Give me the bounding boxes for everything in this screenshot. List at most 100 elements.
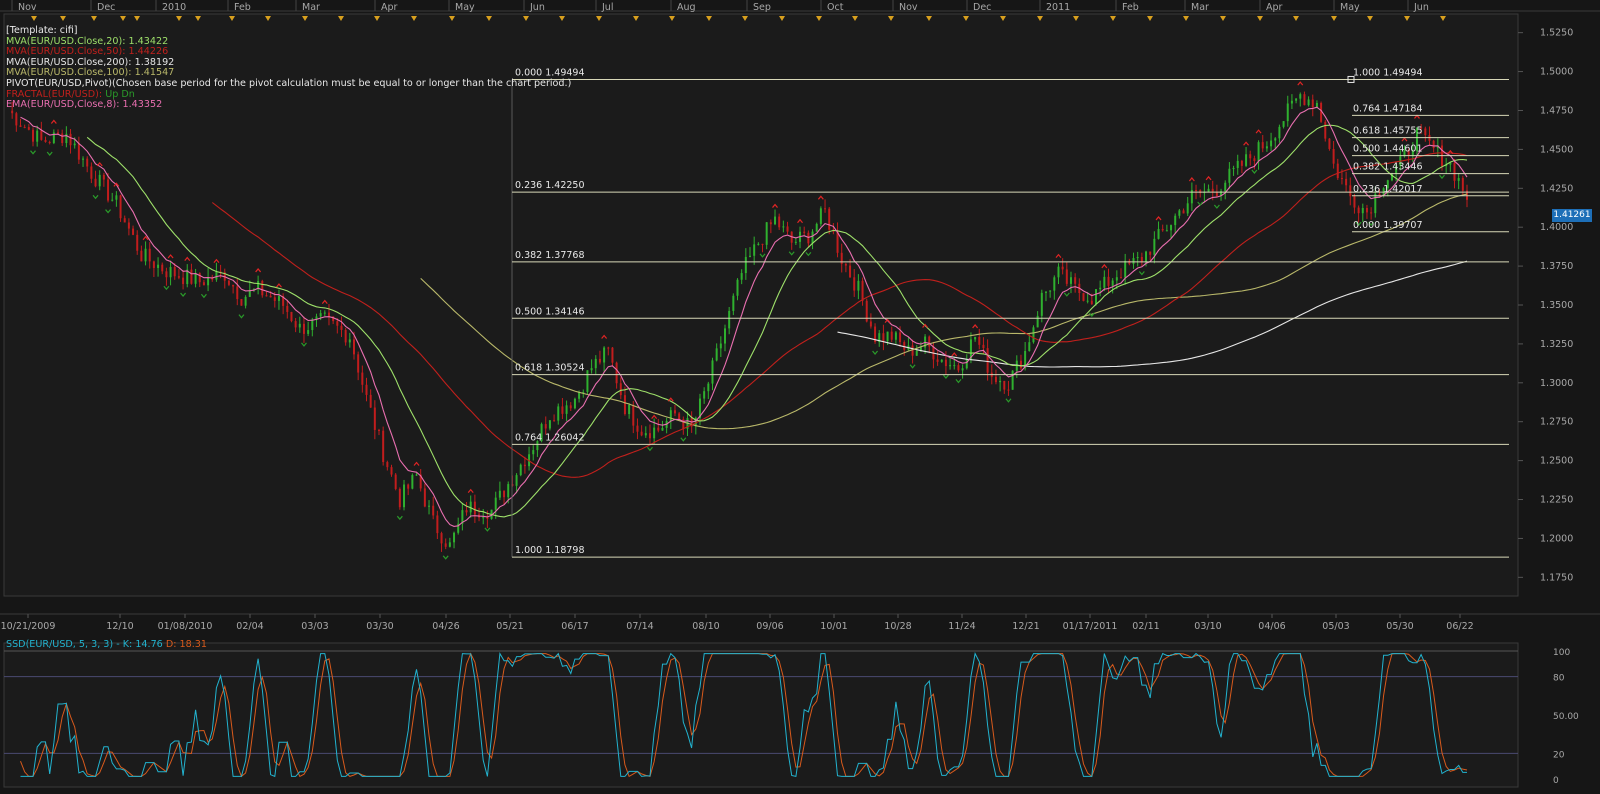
candle-body-up	[603, 347, 606, 363]
candle-body-up	[1086, 300, 1089, 302]
candle-body-up	[1115, 277, 1118, 281]
fib1-level-label: 0.236 1.42250	[515, 180, 585, 191]
x-tick-label: 05/03	[1322, 621, 1349, 632]
candle-body-down	[1195, 189, 1198, 191]
stoch-y-tick-label: 100	[1553, 648, 1570, 658]
x-tick-label: 04/06	[1258, 621, 1285, 632]
candle-body-down	[611, 347, 614, 363]
legend-pivot[interactable]: PIVOT(EUR/USD,Pivot)(Chosen base period …	[6, 77, 572, 89]
candle-body-up	[744, 256, 747, 274]
stoch-y-tick-label: 0	[1553, 776, 1559, 786]
candle-body-up	[707, 383, 710, 392]
candle-body-down	[911, 345, 914, 356]
candle-body-up	[669, 410, 672, 421]
fractal-up-icon	[275, 283, 282, 288]
candle-body-down	[227, 280, 230, 285]
month-label: Jul	[601, 2, 613, 13]
month-label: Apr	[381, 2, 398, 13]
candle-body-up	[1282, 121, 1285, 127]
fractal-down-icon	[396, 515, 403, 521]
event-marker-icon	[302, 16, 308, 21]
candle-body-down	[1107, 276, 1110, 286]
template-label: [Template: cifi]	[6, 25, 78, 36]
fib1-level-label: 0.764 1.26042	[515, 432, 585, 443]
candle-body-up	[1386, 180, 1389, 189]
stoch-y-tick-label: 50.00	[1553, 712, 1579, 722]
candle-body-up	[453, 532, 456, 543]
fib1-level-label: 0.000 1.49494	[515, 67, 585, 78]
candle-body-down	[69, 133, 72, 146]
candle-body-down	[136, 234, 139, 251]
candle-body-up	[965, 359, 968, 369]
x-tick-label: 07/14	[626, 621, 653, 632]
fractal-up-icon	[96, 161, 103, 167]
event-marker-icon	[596, 16, 602, 21]
candle-body-up	[1094, 289, 1097, 305]
candle-body-up	[736, 279, 739, 296]
y-tick-label: 1.3750	[1540, 261, 1573, 272]
candle-body-up	[969, 339, 972, 360]
candle-body-up	[257, 280, 260, 289]
stoch-y-tick-label: 80	[1553, 674, 1565, 684]
event-marker-icon	[926, 16, 932, 21]
candle-body-up	[298, 323, 301, 328]
candle-body-down	[986, 348, 989, 373]
stochastic-k-value: 14.76	[135, 639, 163, 650]
candle-body-down	[1140, 257, 1143, 263]
candle-body-down	[553, 420, 556, 422]
candle-body-up	[1236, 160, 1239, 168]
candle-body-down	[561, 406, 564, 414]
candle-body-up	[1028, 342, 1031, 351]
y-tick-label: 1.4000	[1540, 222, 1573, 233]
month-label: 2011	[1046, 2, 1070, 13]
event-marker-icon	[706, 16, 712, 21]
candle-body-down	[19, 125, 22, 127]
x-tick-label: 11/24	[948, 621, 975, 632]
month-label: Nov	[899, 2, 918, 13]
legend-mva50[interactable]: MVA(EUR/USD.Close,50): 1.44226	[6, 46, 169, 58]
fractal-down-icon	[909, 364, 916, 369]
event-marker-icon	[120, 16, 126, 21]
candle-body-down	[365, 384, 368, 395]
event-marker-icon	[816, 16, 822, 21]
candle-body-up	[732, 295, 735, 311]
candle-body-up	[715, 348, 718, 361]
candle-body-up	[1270, 140, 1273, 147]
fractal-down-icon	[1251, 169, 1258, 174]
event-marker-icon	[176, 16, 182, 21]
fractal-up-icon	[601, 334, 608, 339]
candle-body-up	[1136, 257, 1139, 259]
candle-body-up	[1170, 225, 1173, 231]
fractal-up-icon	[321, 299, 328, 304]
legend-mva20[interactable]: MVA(EUR/USD.Close,20): 1.43422	[6, 35, 169, 47]
candle-body-up	[628, 404, 631, 415]
candle-body-down	[102, 174, 105, 180]
candle-body-down	[899, 332, 902, 343]
candle-body-down	[1249, 154, 1252, 159]
x-tick-label: 05/30	[1386, 621, 1413, 632]
legend-mva200[interactable]: MVA(EUR/USD.Close,200): 1.38192	[6, 56, 175, 68]
legend-mva100[interactable]: MVA(EUR/USD.Close,100): 1.41547	[6, 67, 175, 79]
legend-fractal[interactable]: FRACTAL(EUR/USD): Up Dn	[6, 88, 135, 100]
candle-body-down	[132, 228, 135, 235]
x-tick-label: 03/03	[301, 621, 328, 632]
event-marker-icon	[523, 16, 529, 21]
stochastic-legend[interactable]: SSD(EUR/USD, 5, 3, 3) - K: 14.76 D: 18.3…	[6, 639, 207, 650]
candle-body-down	[140, 250, 143, 262]
legend-ema8[interactable]: EMA(EUR/USD,Close,8): 1.43352	[6, 99, 163, 111]
candle-body-up	[794, 241, 797, 243]
candle-body-up	[1057, 266, 1060, 278]
fib2-level-label: 0.618 1.45755	[1353, 126, 1423, 137]
candle-body-down	[824, 208, 827, 210]
fractal-up-icon	[1401, 137, 1408, 142]
candle-body-up	[1245, 154, 1248, 166]
y-tick-label: 1.2250	[1540, 495, 1573, 506]
candle-body-down	[436, 515, 439, 534]
x-tick-label: 04/26	[432, 621, 459, 632]
candle-body-down	[419, 474, 422, 489]
fib1-level-label: 1.000 1.18798	[515, 545, 585, 556]
candle-body-up	[819, 208, 822, 224]
candle-body-up	[719, 343, 722, 349]
x-tick-label: 09/06	[756, 621, 783, 632]
